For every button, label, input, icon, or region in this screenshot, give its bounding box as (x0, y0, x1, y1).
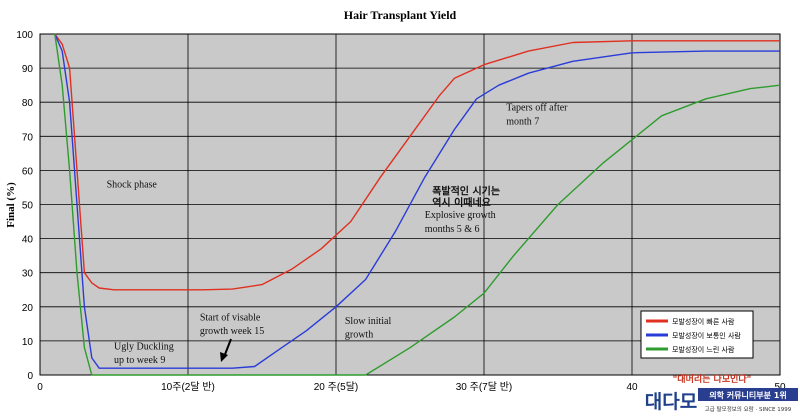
annotation-taper2: month 7 (506, 116, 539, 127)
annotation-taper1: Tapers off after (506, 103, 568, 114)
annotation-exp2: months 5 & 6 (425, 224, 480, 235)
y-tick-label: 30 (22, 269, 34, 280)
watermark-logo: 대다모 (645, 391, 697, 413)
chart-title: Hair Transplant Yield (344, 8, 457, 22)
y-tick-label: 80 (22, 98, 34, 109)
y-tick-label: 40 (22, 235, 34, 246)
series-line-2 (54, 33, 780, 369)
annotation-ugly1: Ugly Duckling (114, 341, 174, 352)
annotation-slow2: growth (345, 329, 373, 340)
annotation-kr2: 역시 이때네요 (432, 196, 491, 209)
watermark-badge (698, 388, 798, 401)
y-axis-label: Final (%) (5, 182, 17, 228)
arrow-icon (220, 338, 232, 362)
y-tick-label: 70 (22, 132, 34, 143)
annotation-exp1: Explosive growth (425, 210, 496, 221)
watermark-slogan: "대머리는 다모인다" (673, 373, 752, 385)
y-tick-label: 0 (27, 371, 33, 382)
annotation-slow1: Slow initial (345, 316, 392, 327)
annotation-start2: growth week 15 (200, 326, 264, 337)
y-tick-label: 50 (22, 201, 34, 212)
legend-label-2: 모발성장이 보통인 사람 (672, 331, 741, 340)
series-lines (54, 33, 781, 376)
watermark: "대머리는 다모인다" 대다모 의학 커뮤니티부분 1위 고급 탈모정보의 요람… (645, 373, 798, 413)
watermark-line2: 고급 탈모정보의 요람 · SINCE 1999 (705, 405, 792, 413)
annotation-start1: Start of visable (200, 312, 261, 323)
x-tick-label: 20 주(5달) (314, 381, 359, 393)
annotation-kr1: 폭발적인 시기는 (432, 184, 500, 197)
series-line-1 (54, 33, 780, 291)
legend-label-1: 모발성장이 빠른 사람 (672, 317, 735, 326)
y-tick-label: 100 (16, 30, 33, 41)
y-tick-label: 60 (22, 166, 34, 177)
x-tick-label: 50 (774, 382, 786, 393)
x-tick-label: 40 (626, 382, 638, 393)
watermark-line1: 의학 커뮤니티부분 1위 (709, 390, 786, 400)
x-tick-label: 0 (37, 382, 43, 393)
y-tick-label: 10 (22, 337, 34, 348)
y-tick-label: 20 (22, 303, 34, 314)
legend-label-3: 모발성장이 느린 사람 (672, 345, 735, 354)
x-tick-label: 30 주(7달 반) (456, 381, 513, 393)
x-tick-labels: 0 10주(2달 반) 20 주(5달) 30 주(7달 반) 40 50 (37, 381, 786, 393)
y-tick-label: 90 (22, 64, 34, 75)
series-line-3 (54, 33, 781, 376)
x-tick-label: 10주(2달 반) (161, 381, 215, 393)
annotation-shock: Shock phase (107, 179, 158, 190)
annotation-ugly2: up to week 9 (114, 355, 165, 366)
annotations: Shock phase Ugly Duckling up to week 9 Star… (107, 103, 569, 366)
y-tick-labels: 0 10 20 30 40 50 60 70 80 90 100 (16, 30, 33, 382)
